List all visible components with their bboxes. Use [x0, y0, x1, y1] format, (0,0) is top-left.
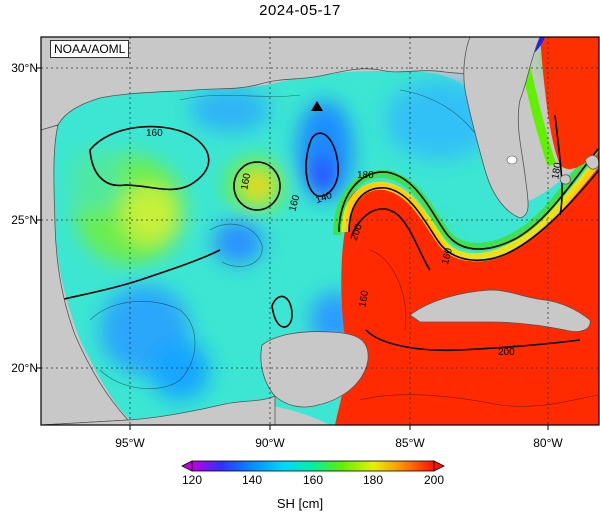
mexico-south-coast — [41, 395, 276, 425]
contour-label: 160 — [146, 128, 163, 139]
contour-label: 160 — [357, 289, 371, 308]
coastlines — [41, 37, 599, 425]
bahamas-small — [559, 174, 571, 185]
contour-label: 180 — [357, 170, 374, 181]
lon-label: 90°W — [255, 436, 285, 450]
colorbar-tick: 200 — [423, 473, 445, 487]
loop-current-edge — [341, 157, 599, 262]
colorbar — [181, 460, 445, 472]
contour-label: 180 — [550, 161, 564, 180]
mexico-west-coast — [41, 124, 129, 425]
credit-label: NOAA/AOML — [50, 40, 130, 58]
colorbar-tick: 140 — [241, 473, 263, 487]
cuba-island — [409, 289, 591, 332]
contour-lines — [59, 114, 599, 352]
colorbar-tick: 120 — [181, 473, 203, 487]
florida-current — [540, 37, 599, 170]
lon-label: 80°W — [533, 436, 563, 450]
florida-peninsula — [463, 37, 541, 219]
colorbar-label: SH [cm] — [276, 496, 324, 511]
yucatan-peninsula — [260, 331, 369, 408]
colorbar-right-arrow — [433, 460, 445, 472]
lat-label: 25°N — [11, 213, 38, 227]
gridlines — [41, 37, 599, 425]
lat-label: 20°N — [11, 361, 38, 375]
bahamas-island — [584, 155, 599, 170]
colorbar-tick: 180 — [362, 473, 384, 487]
map-title: 2024-05-17 — [259, 2, 341, 19]
colorbar-gradient — [191, 460, 435, 472]
lat-label: 30°N — [11, 61, 38, 75]
contour-label: 200 — [498, 347, 515, 358]
axis-ticks — [36, 67, 549, 430]
colorbar-left-arrow — [181, 460, 193, 472]
lon-label: 85°W — [395, 436, 425, 450]
contour-label: 160 — [239, 172, 253, 191]
contour-label: 160 — [287, 193, 302, 212]
triangle-marker — [311, 101, 323, 111]
contour-label: 160 — [440, 247, 455, 266]
map-frame — [40, 36, 600, 426]
lake-okeechobee — [506, 155, 518, 165]
lon-label: 95°W — [115, 436, 145, 450]
colorbar-tick: 160 — [302, 473, 324, 487]
us-gulf-coast — [41, 37, 511, 131]
